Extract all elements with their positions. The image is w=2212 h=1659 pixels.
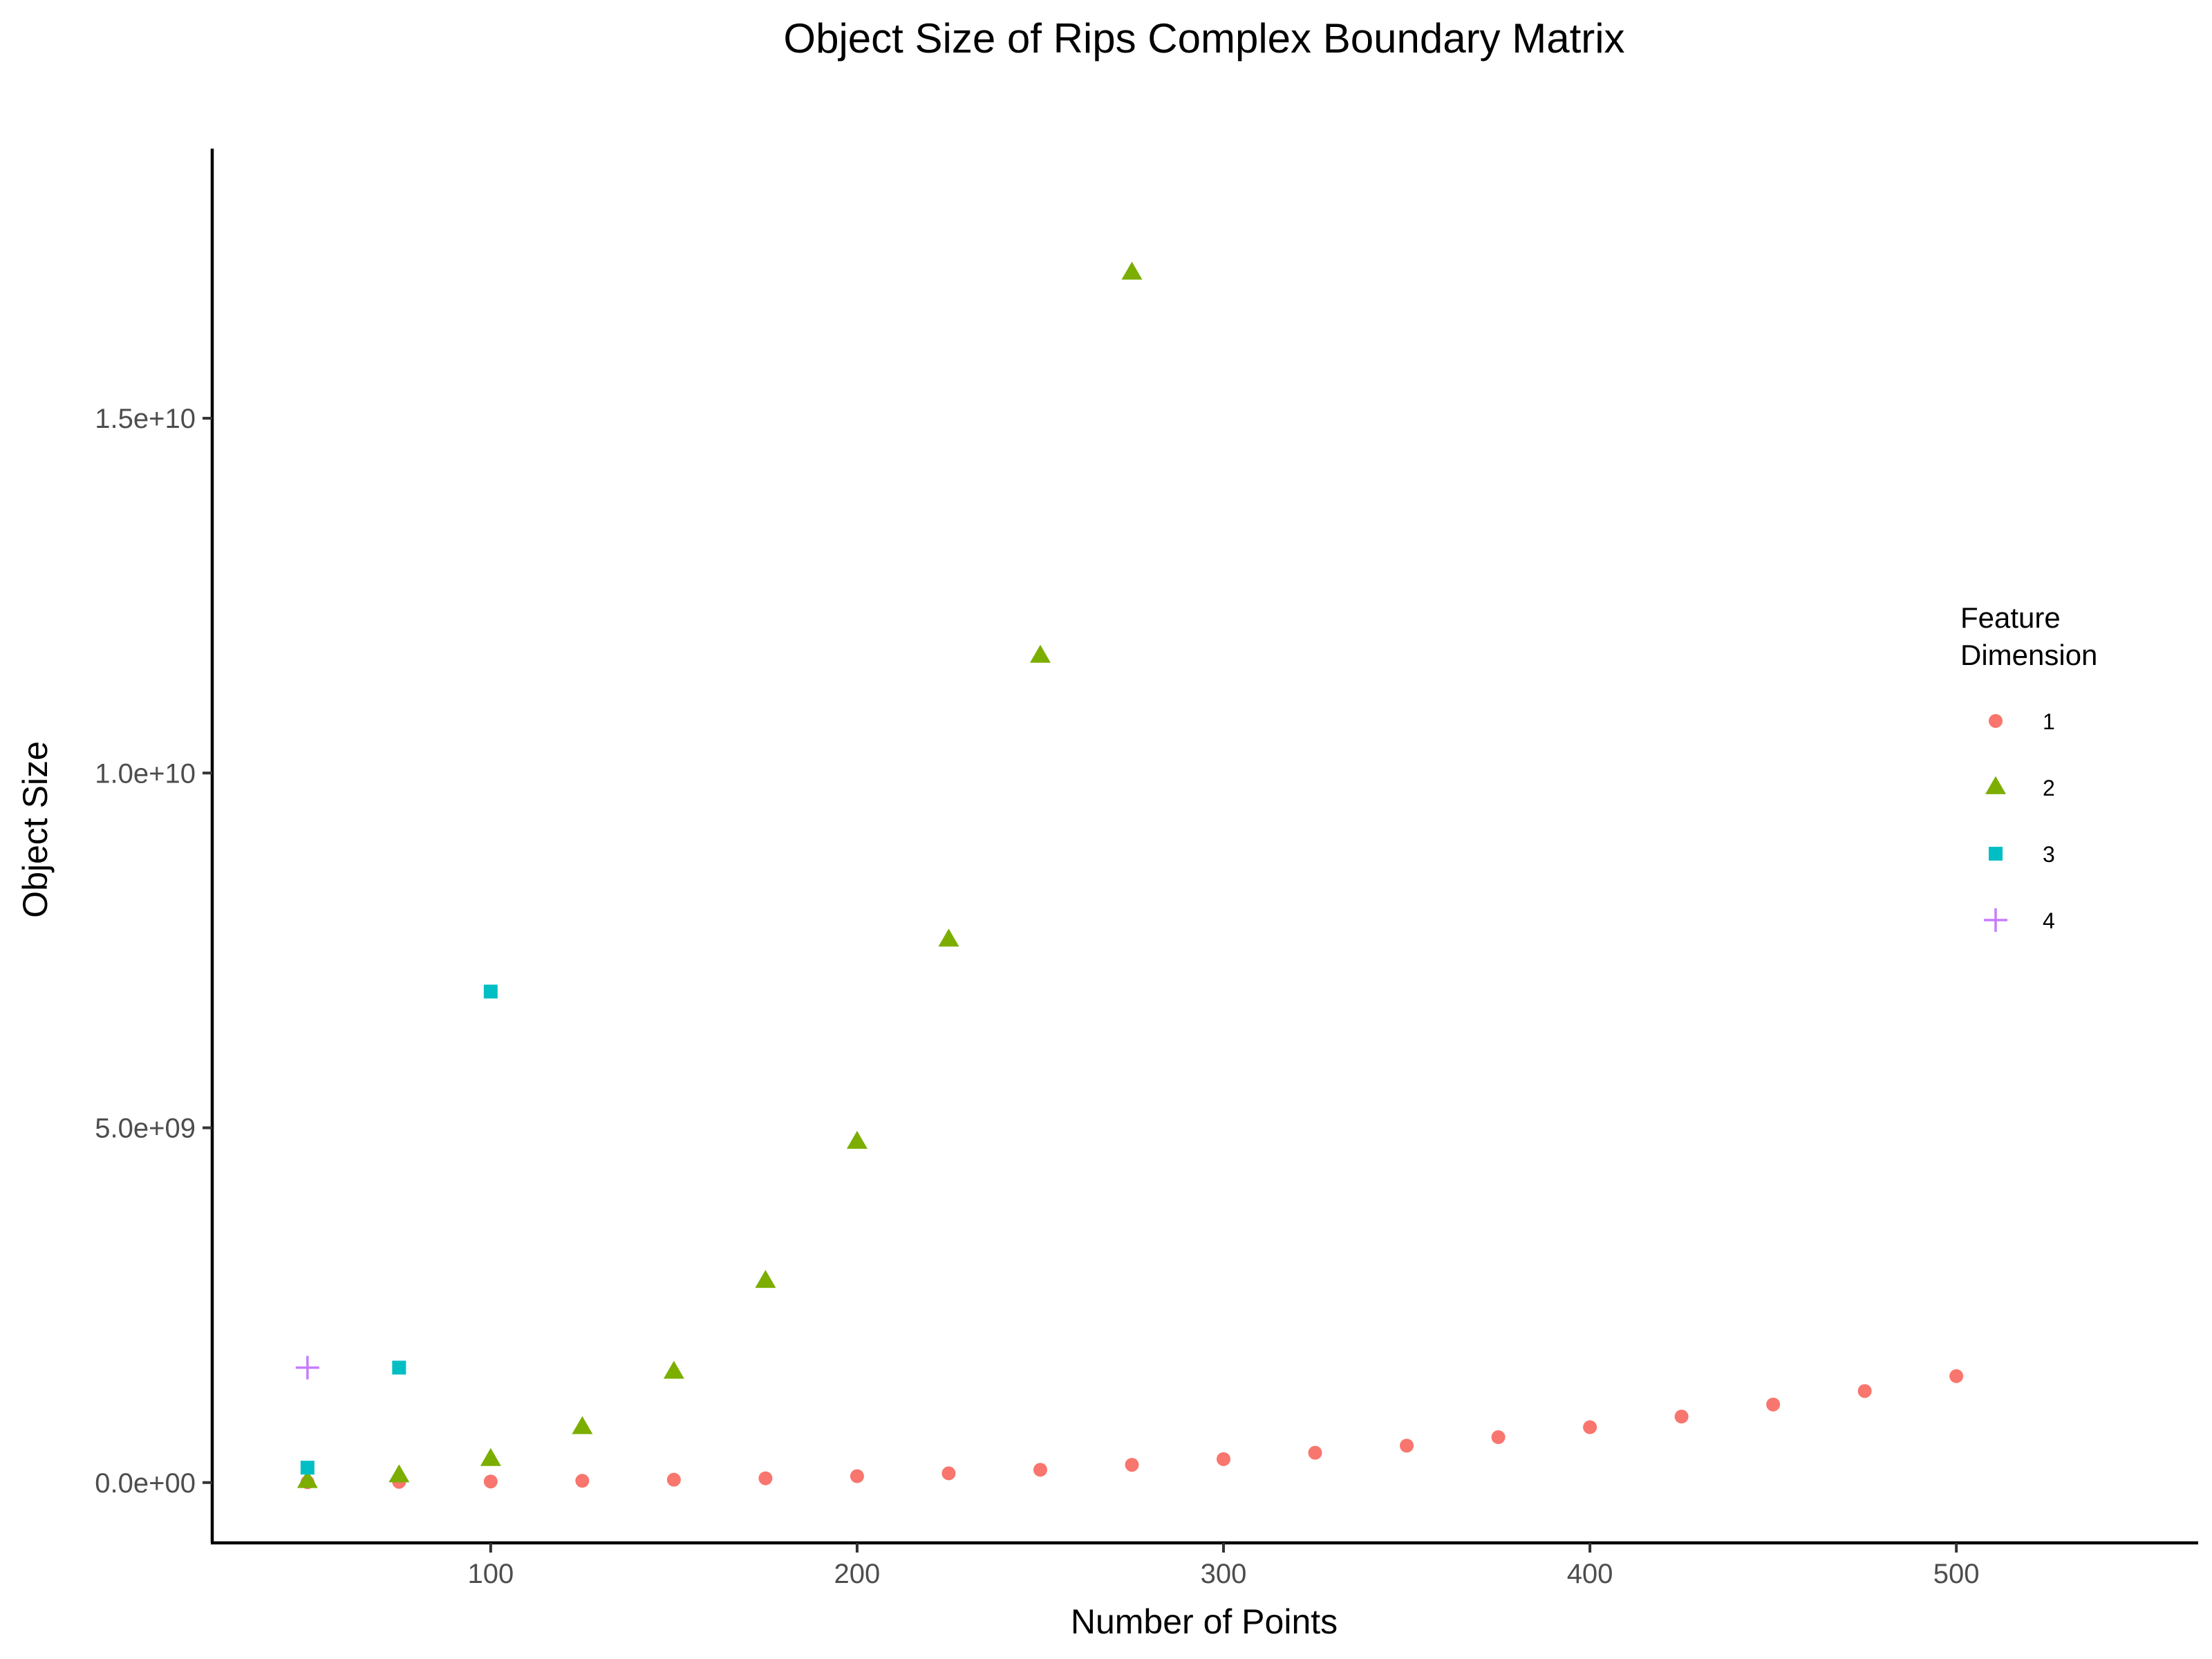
data-point-dim-3 [392, 1360, 406, 1375]
data-point-dim-1 [1491, 1430, 1506, 1445]
data-point-dim-2 [663, 1360, 684, 1379]
data-point-dim-1 [1583, 1420, 1597, 1434]
data-point-dim-1 [1033, 1463, 1047, 1477]
chart-title: Object Size of Rips Complex Boundary Mat… [783, 15, 1624, 62]
x-tick-label: 100 [467, 1559, 514, 1589]
data-point-dim-2 [572, 1416, 593, 1434]
data-point-dim-2 [938, 928, 959, 947]
legend-label-4: 4 [2043, 908, 2055, 933]
data-point-dim-3 [300, 1461, 315, 1475]
data-point-dim-1 [1308, 1445, 1322, 1460]
data-point-dim-2 [480, 1447, 501, 1466]
x-tick-label: 200 [834, 1559, 881, 1589]
data-point-dim-2 [297, 1470, 318, 1488]
axes: 100 200 300 400 500 0.0e+00 5.0e+09 1.0e+10 1.5e… [95, 149, 2198, 1589]
data-point-dim-2 [1029, 644, 1051, 663]
data-point-dim-1 [850, 1469, 864, 1483]
data-point-dim-1 [1766, 1397, 1781, 1412]
data-point-dim-2 [388, 1464, 410, 1483]
data-points [295, 261, 1964, 1490]
x-tick-label: 400 [1567, 1559, 1613, 1589]
data-point-dim-1 [666, 1472, 681, 1487]
data-point-dim-2 [846, 1130, 868, 1149]
legend: Feature Dimension 1 2 3 4 [1960, 601, 2097, 933]
legend-key-2 [1985, 776, 2006, 794]
y-axis-title: Object Size [16, 741, 55, 918]
data-point-dim-1 [1949, 1369, 1964, 1383]
legend-key-3 [1989, 847, 2003, 861]
legend-title-line: Dimension [1960, 639, 2097, 671]
data-point-dim-1 [941, 1466, 956, 1481]
data-point-dim-1 [483, 1474, 498, 1489]
data-point-dim-4 [295, 1356, 319, 1380]
data-point-dim-3 [483, 984, 498, 999]
legend-label-2: 2 [2043, 776, 2055, 800]
x-axis-title: Number of Points [1071, 1602, 1338, 1641]
x-tick-label: 300 [1201, 1559, 1247, 1589]
y-tick-label: 5.0e+09 [95, 1114, 196, 1144]
data-point-dim-1 [1217, 1452, 1231, 1466]
y-tick-label: 1.0e+10 [95, 758, 196, 789]
data-point-dim-1 [1674, 1409, 1689, 1424]
data-point-dim-1 [1400, 1438, 1414, 1453]
data-point-dim-1 [575, 1474, 590, 1488]
data-point-dim-1 [1125, 1458, 1139, 1472]
data-point-dim-2 [1121, 261, 1143, 280]
legend-key-1 [1989, 714, 2003, 728]
data-point-dim-1 [1857, 1384, 1872, 1398]
legend-label-3: 3 [2043, 842, 2055, 867]
data-point-dim-2 [755, 1270, 776, 1288]
y-tick-label: 0.0e+00 [95, 1468, 196, 1499]
legend-title-line: Feature [1960, 601, 2061, 634]
data-point-dim-1 [758, 1471, 773, 1485]
legend-key-4 [1984, 908, 2007, 932]
x-tick-label: 500 [1933, 1559, 1980, 1589]
y-tick-label: 1.5e+10 [95, 404, 196, 434]
legend-label-1: 1 [2043, 709, 2055, 734]
